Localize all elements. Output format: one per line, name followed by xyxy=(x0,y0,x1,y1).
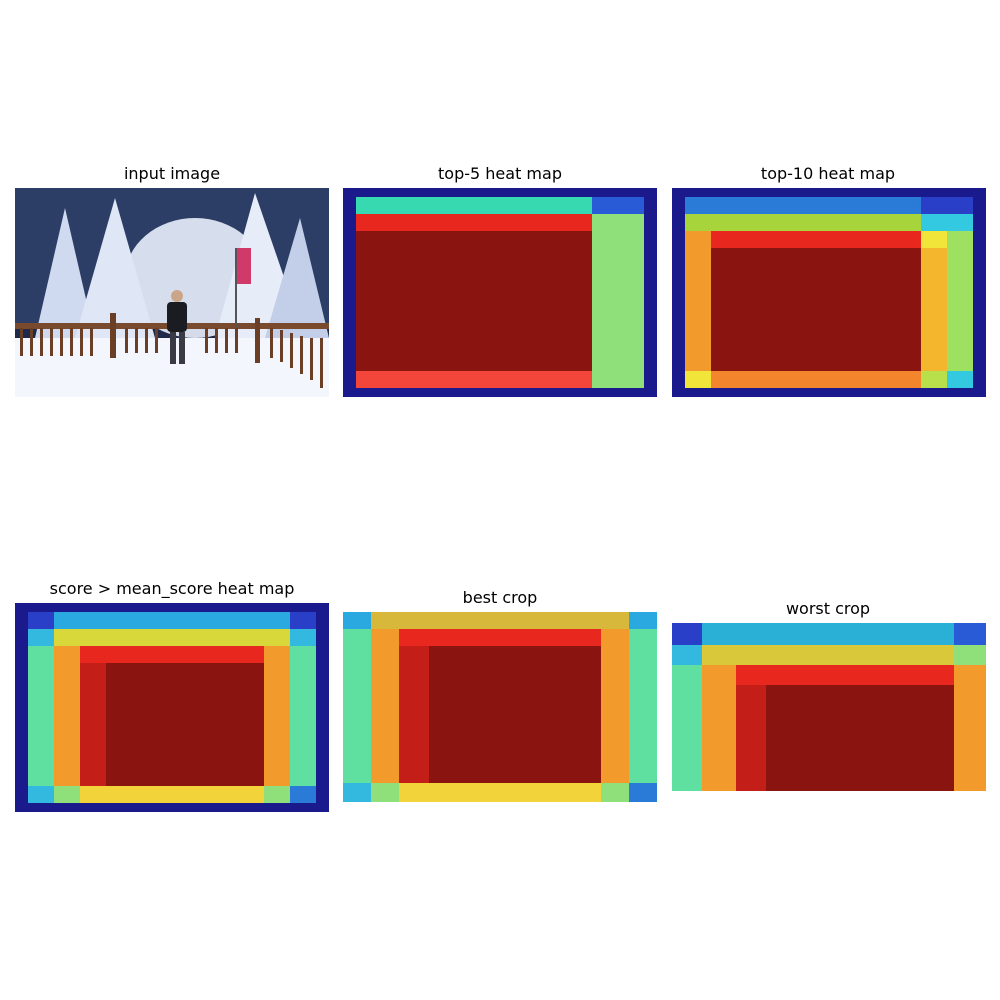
panel-title-worst-crop: worst crop xyxy=(785,599,871,618)
panel-title-input-image: input image xyxy=(123,164,221,183)
panel-title-top5-heat-map: top-5 heat map xyxy=(438,164,562,183)
panel-title-top10-heat-map: top-10 heat map xyxy=(760,164,896,183)
mean-score-heat-map xyxy=(15,603,329,812)
best-crop xyxy=(343,612,657,802)
top5-heat-map xyxy=(343,188,657,397)
panel-title-mean-score-heat-map: score > mean_score heat map xyxy=(49,579,295,598)
worst-crop xyxy=(672,623,986,791)
input-image xyxy=(15,188,329,397)
top10-heat-map xyxy=(672,188,986,397)
panel-title-best-crop: best crop xyxy=(462,588,538,607)
